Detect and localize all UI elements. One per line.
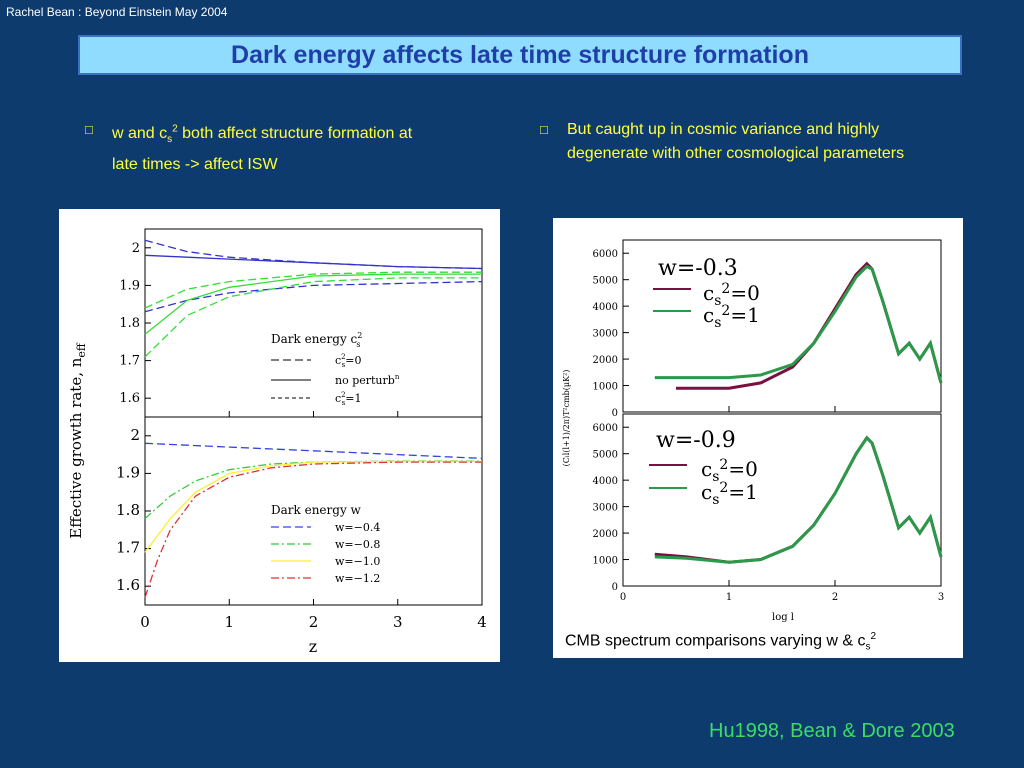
y-tick-label: 6000 [593, 249, 618, 260]
series-line [144, 461, 482, 598]
x-tick-label: 3 [938, 592, 944, 603]
series-line [144, 280, 483, 313]
y-tick-label: 1.9 [119, 278, 140, 293]
growth-rate-chart: 2 1.9 1.8 1.7 1.6 2 1.9 1.8 1.7 1.6 0 1 2 3 4 Effecti… [67, 228, 487, 656]
y-tick-label: 5000 [593, 450, 618, 461]
y-tick-label: 3000 [593, 503, 618, 514]
x-tick-label: 0 [620, 592, 626, 603]
y-tick-label: 1000 [593, 382, 618, 393]
y-tick-label: 2000 [593, 355, 618, 366]
series-line [144, 460, 482, 553]
y-tick-label: 1.7 [116, 539, 140, 557]
x-tick-label: 3 [393, 613, 403, 631]
bullet-icon: □ [540, 122, 548, 137]
y-tick-label: 6000 [593, 423, 618, 434]
series-line [144, 273, 482, 335]
y-tick-label: 4000 [593, 302, 618, 313]
growth-rate-figure: 2 1.9 1.8 1.7 1.6 2 1.9 1.8 1.7 1.6 0 1 2 3 4 Effecti… [59, 209, 500, 662]
legend-cs1-bottom: cs2=1 [701, 480, 758, 508]
credit-text: Hu1998, Bean & Dore 2003 [709, 720, 955, 742]
series-line [144, 277, 482, 358]
y-tick-label: 0 [612, 408, 618, 419]
page-title: Dark energy affects late time structure … [231, 40, 809, 69]
legend-title-top: Dark energy c2 s [271, 331, 362, 349]
legend-top-1: no perturbn [335, 373, 400, 387]
x-axis-label: z [309, 637, 317, 656]
plot-frame [622, 239, 942, 413]
y-axis-label: Effective growth rate, neff [67, 342, 88, 539]
cmb-x-axis-label: log l [772, 612, 794, 623]
legend-top-0: c2 s=0 [335, 353, 361, 369]
y-tick-label: 1.8 [119, 316, 140, 331]
legend-top-2: c2 s=1 [335, 391, 361, 407]
y-tick-label: 1000 [593, 556, 618, 567]
y-tick-label: 1.9 [116, 463, 140, 481]
y-tick-label: 1.8 [116, 501, 140, 519]
series-line [654, 435, 943, 564]
figure-caption: CMB spectrum comparisons varying w & cs2 [565, 631, 877, 653]
bullet-left-line1: w and cs2 both affect structure formatio… [112, 124, 413, 146]
y-tick-label: 2 [132, 241, 140, 256]
x-tick-label: 2 [309, 613, 319, 631]
x-tick-label: 0 [140, 613, 150, 631]
x-tick-label: 1 [224, 613, 234, 631]
series-line [144, 239, 483, 270]
title-box: Dark energy affects late time structure … [78, 35, 962, 75]
annotation-w-0.9: w=-0.9 [656, 428, 736, 453]
bullet-right-line2: degenerate with other cosmological param… [567, 145, 905, 162]
bullet-right-line1: But caught up in cosmic variance and hig… [567, 121, 880, 138]
legend-label: w=−0.8 [335, 538, 380, 551]
series-line [144, 442, 483, 460]
x-tick-label: 1 [726, 592, 732, 603]
y-tick-label: 0 [612, 582, 618, 593]
legend-title-bottom: Dark energy w [271, 503, 362, 517]
plot-frame [622, 413, 942, 587]
x-tick-label: 4 [477, 613, 487, 631]
y-tick-label: 3000 [593, 329, 618, 340]
y-tick-label: 1.6 [116, 576, 140, 594]
y-tick-label: 5000 [593, 276, 618, 287]
y-tick-label: 2000 [593, 529, 618, 540]
y-tick-label: 1.6 [119, 391, 140, 406]
series-line [654, 264, 943, 384]
legend-label: w=−1.2 [335, 572, 380, 585]
cmb-figure: 6000 5000 4000 3000 2000 1000 0 6000 5000 4000 30… [553, 218, 963, 658]
series-line [654, 435, 943, 564]
bullet-left-line2: late times -> affect ISW [112, 155, 278, 173]
legend-cs0-top: cs2=0 [703, 281, 760, 309]
y-tick-label: 2 [130, 426, 140, 444]
y-tick-label: 4000 [593, 476, 618, 487]
bullet-icon: □ [85, 122, 93, 137]
series-line [144, 460, 482, 519]
legend-label: w=−1.0 [335, 555, 380, 568]
x-tick-label: 2 [832, 592, 838, 603]
y-tick-label: 1.7 [119, 354, 140, 369]
legend-cs1-top: cs2=1 [703, 303, 760, 331]
cmb-y-axis-label: (Cₗl(l+1)/2π)T²cmb(μK²) [562, 370, 571, 467]
legend-cs0-bottom: cs2=0 [701, 457, 758, 485]
header-note: Rachel Bean : Beyond Einstein May 2004 [6, 5, 228, 19]
annotation-w-0.3: w=-0.3 [658, 256, 738, 281]
legend-label: w=−0.4 [335, 521, 380, 534]
series-line [144, 254, 483, 270]
series-line [144, 271, 482, 309]
